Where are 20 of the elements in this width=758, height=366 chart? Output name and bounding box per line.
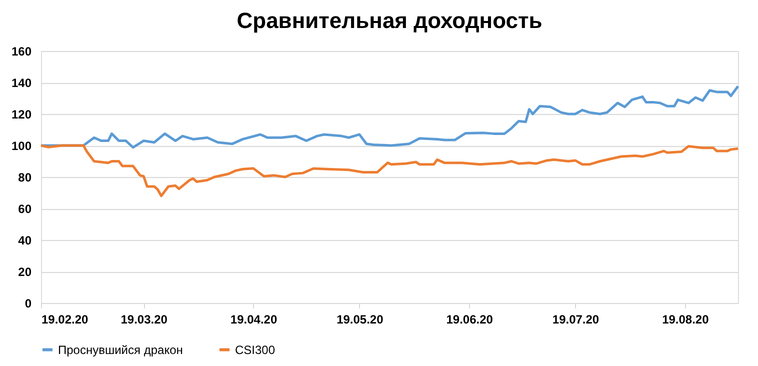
x-tick-label: 19.02.20 [42, 312, 89, 326]
y-tick-label: 140 [11, 76, 32, 90]
y-tick-label: 120 [11, 108, 32, 122]
chart-title: Сравнительная доходность [236, 8, 542, 33]
y-tick-label: 60 [18, 202, 32, 216]
x-tick-label: 19.07.20 [552, 312, 600, 326]
x-tick-label: 19.05.20 [336, 312, 384, 326]
y-tick-label: 40 [18, 234, 32, 248]
x-tick-label: 19.08.20 [662, 312, 710, 326]
x-tick-label: 19.06.20 [446, 312, 494, 326]
y-tick-label: 20 [18, 265, 32, 279]
y-tick-label: 160 [11, 44, 32, 58]
legend-label: Проснувшийся дракон [58, 342, 183, 357]
legend-label: CSI300 [235, 342, 276, 357]
line-series [40, 144, 740, 198]
y-tick-label: 0 [24, 296, 32, 310]
x-tick-label: 19.03.20 [120, 312, 168, 326]
x-tick-label: 19.04.20 [230, 312, 278, 326]
y-tick-label: 100 [11, 139, 32, 153]
y-tick-label: 80 [18, 170, 32, 184]
